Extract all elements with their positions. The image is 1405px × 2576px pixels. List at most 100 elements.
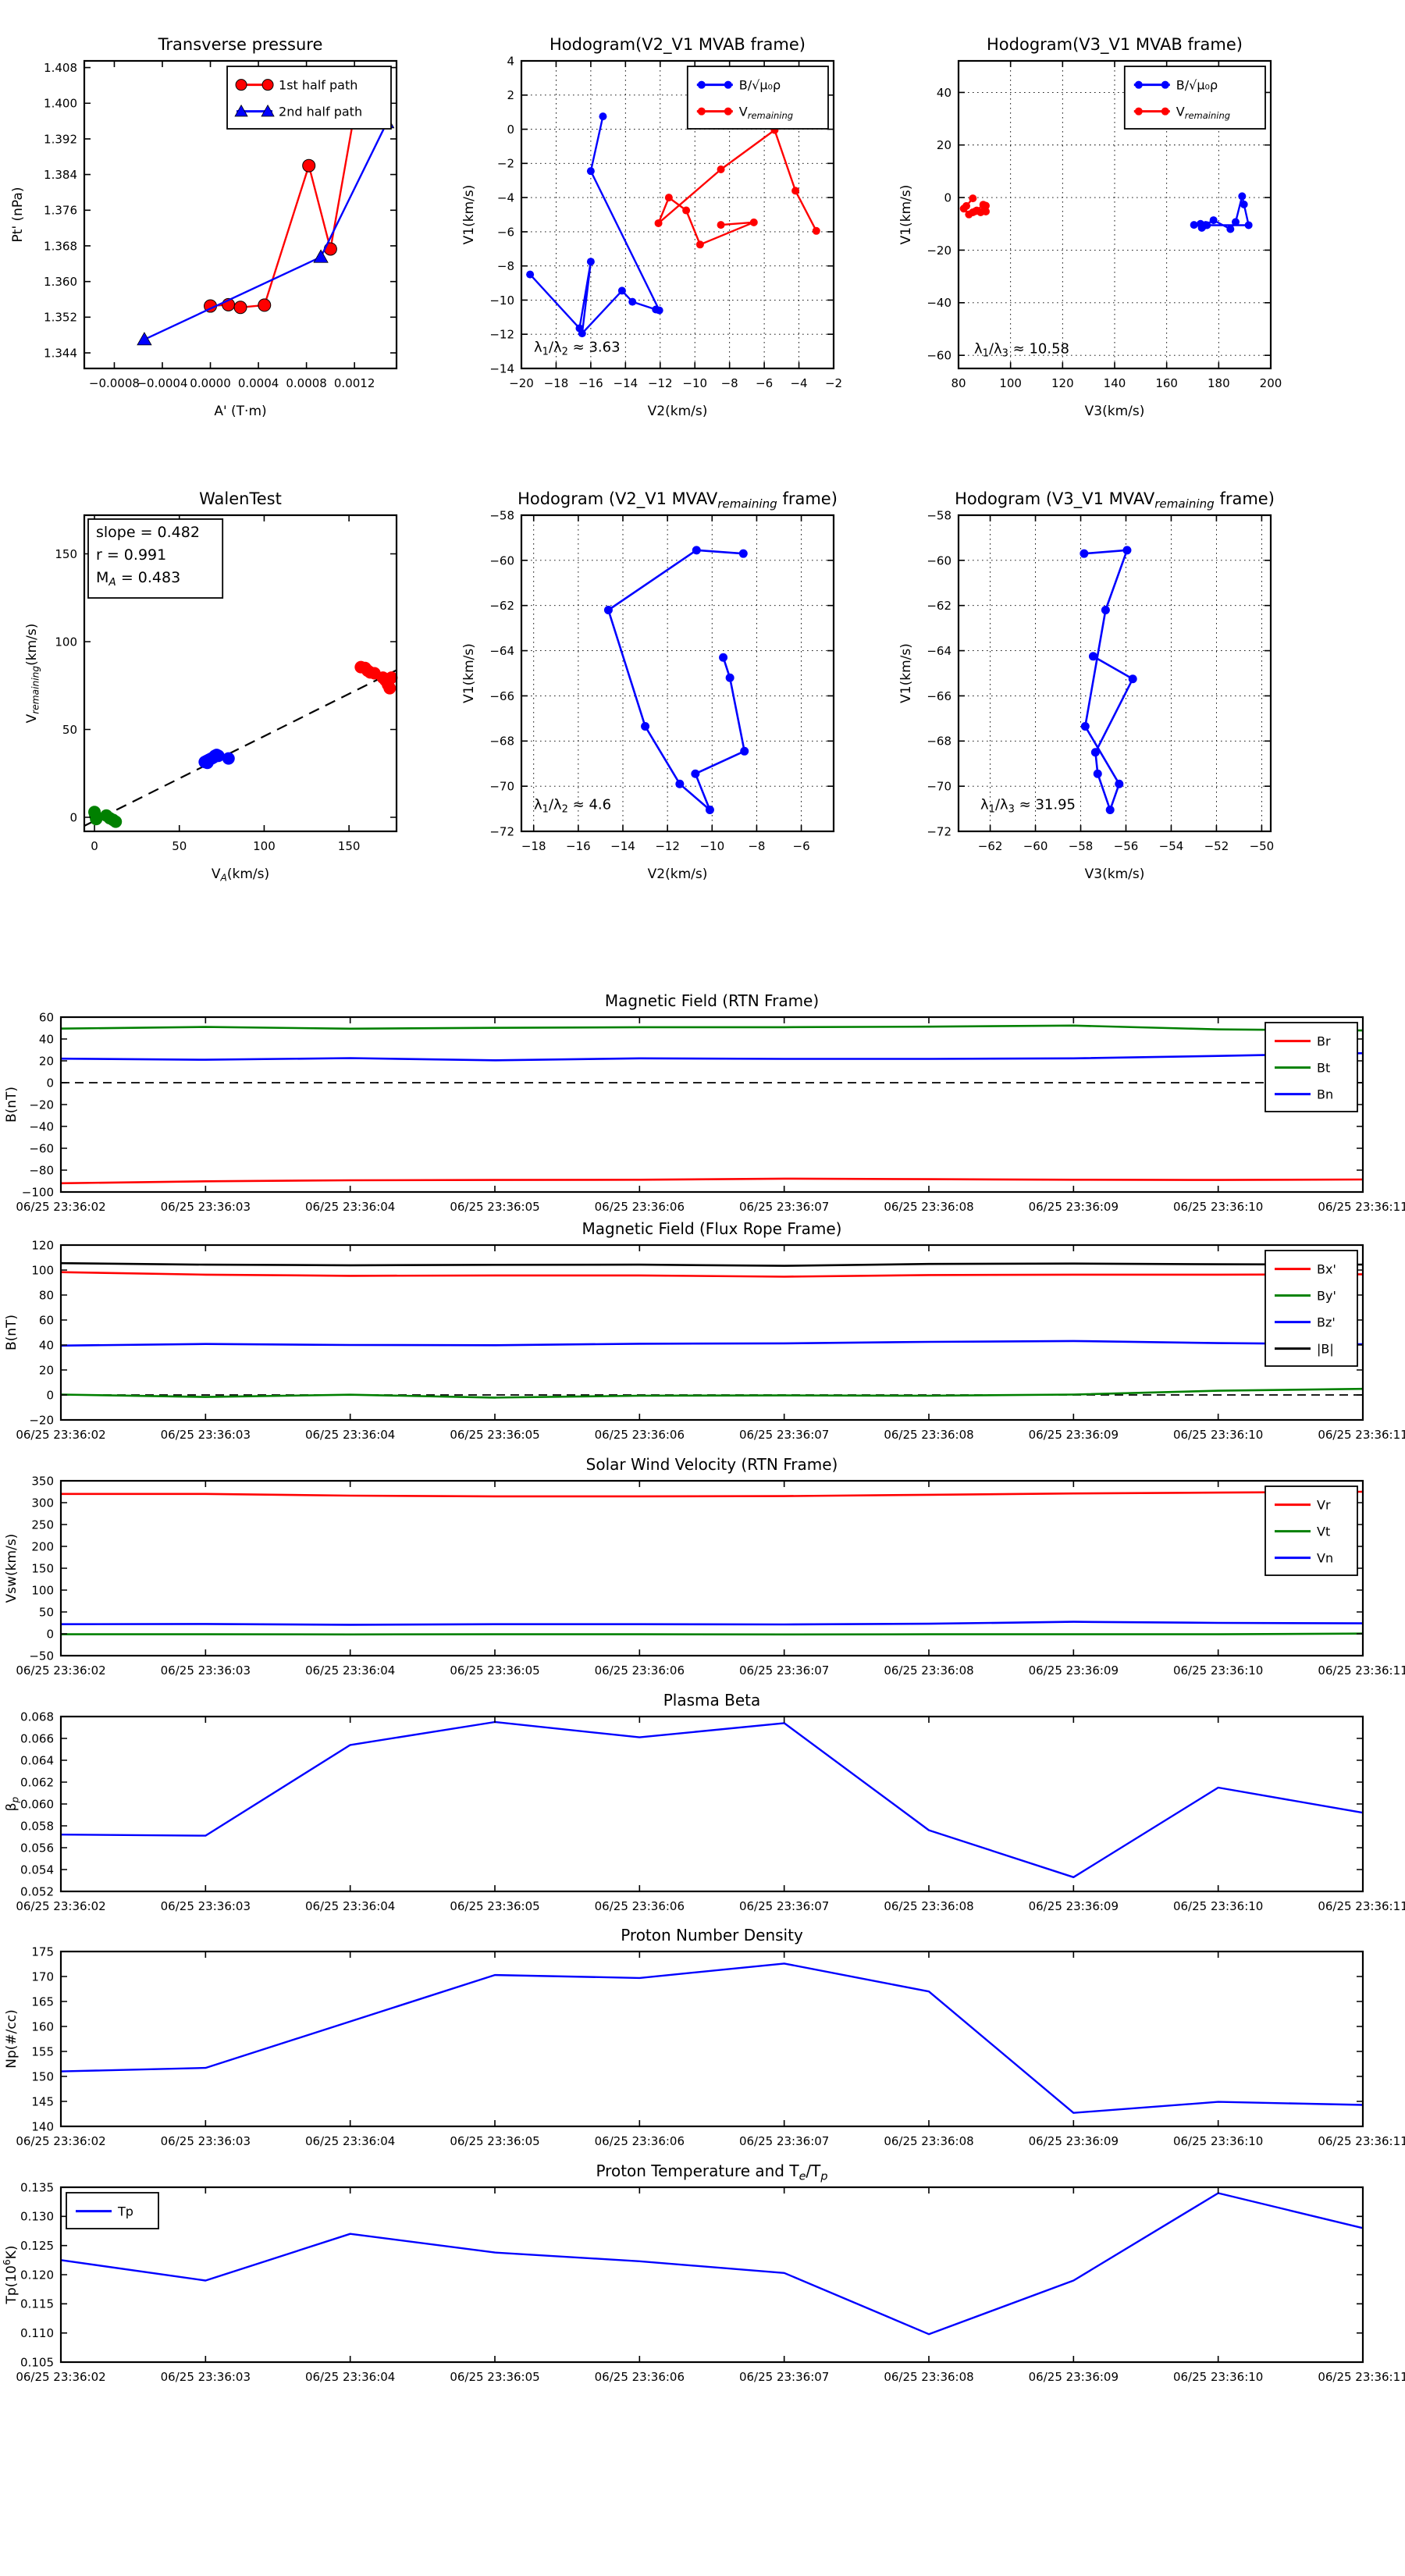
x-tick-label: 06/25 23:36:08 (884, 1899, 973, 1913)
lambda-annotation: λ1/λ2 ≈ 4.6 (534, 797, 611, 816)
x-tick-label: −12 (655, 839, 680, 853)
y-tick-label: 1.400 (44, 97, 77, 111)
y-tick-label: 140 (31, 2119, 54, 2133)
y-tick-label: −68 (927, 735, 951, 749)
x-tick-label: 06/25 23:36:05 (450, 1899, 539, 1913)
x-tick-label: −16 (566, 839, 591, 853)
series-markers-B/sqrt(mu0 rho) (526, 112, 663, 338)
x-tick-label: 06/25 23:36:03 (161, 1200, 251, 1214)
y-tick-label: 0.135 (20, 2180, 54, 2194)
x-tick-label: −20 (509, 376, 534, 390)
lambda-annotation: λ1/λ3 ≈ 10.58 (974, 340, 1069, 359)
y-tick-label: −8 (497, 259, 514, 273)
series-V remaining (657, 129, 817, 246)
series-Bz' (60, 1340, 1364, 1347)
legend-label: B/√μ₀ρ (739, 77, 781, 92)
y-tick-label: 0.105 (20, 2355, 54, 2369)
axes-frame (520, 59, 835, 370)
y-tick-label: 250 (31, 1517, 54, 1532)
y-tick-label: 0.120 (20, 2268, 54, 2282)
x-tick-label: 06/25 23:36:05 (450, 1663, 539, 1678)
y-tick-label: −60 (927, 553, 951, 568)
x-axis-label: V2(km/s) (648, 404, 708, 419)
x-tick-label: 06/25 23:36:10 (1173, 1200, 1263, 1214)
axes-frame (59, 1479, 1364, 1657)
chart-title: Proton Temperature and Te/Tp (596, 2161, 827, 2183)
x-tick-label: −18 (544, 376, 569, 390)
y-tick-label: 0.058 (20, 1819, 54, 1833)
legend-label: Vremaining (739, 104, 793, 121)
y-tick-label: 40 (937, 86, 951, 100)
y-tick-label: 350 (31, 1474, 54, 1488)
x-tick-label: 06/25 23:36:04 (305, 2370, 395, 2384)
y-tick-label: 0.052 (20, 1884, 54, 1898)
series-markers-hodogram path (1080, 546, 1137, 815)
x-tick-label: 06/25 23:36:08 (884, 1200, 973, 1214)
y-tick-label: 150 (31, 1561, 54, 1575)
chart-proton_temperature: 06/25 23:36:02 06/25 23:36:03 06/25 23:36:… (2, 2161, 1405, 2384)
y-tick-label: −6 (497, 225, 514, 239)
chart-title: Plasma Beta (663, 1691, 761, 1710)
x-tick-label: 06/25 23:36:07 (739, 1200, 829, 1214)
y-tick-label: 0 (46, 1388, 54, 1402)
y-tick-label: 0.066 (20, 1731, 54, 1745)
x-tick-label: 120 (1051, 376, 1074, 390)
x-tick-label: 06/25 23:36:02 (16, 1200, 105, 1214)
legend-label: Vn (1317, 1550, 1333, 1565)
y-tick-label: −20 (29, 1098, 54, 1112)
x-tick-label: 200 (1260, 376, 1282, 390)
x-tick-label: 06/25 23:36:11 (1318, 1428, 1405, 1442)
y-tick-label: 200 (31, 1539, 54, 1553)
stats-line: r = 0.991 (96, 546, 166, 564)
legend-label: Vremaining (1176, 104, 1230, 121)
x-tick-label: 06/25 23:36:09 (1029, 1428, 1119, 1442)
y-axis-label: Vsw(km/s) (4, 1534, 20, 1603)
x-axis-label: V3(km/s) (1085, 866, 1145, 882)
x-tick-label: −10 (682, 376, 707, 390)
series-Tp (60, 2192, 1364, 2336)
legend-label: Br (1317, 1034, 1331, 1048)
y-tick-label: −70 (927, 780, 951, 794)
legend-label: Bn (1317, 1087, 1333, 1101)
legend-label: By' (1317, 1288, 1336, 1303)
y-tick-label: 0.130 (20, 2210, 54, 2224)
y-tick-label: 0.054 (20, 1863, 54, 1877)
axes-frame (957, 514, 1272, 833)
y-tick-label: −40 (927, 296, 951, 310)
y-tick-label: −100 (22, 1185, 54, 1199)
x-tick-label: 06/25 23:36:06 (595, 2370, 685, 2384)
x-tick-label: −14 (614, 376, 638, 390)
y-tick-label: −62 (927, 599, 951, 613)
x-tick-label: −56 (1114, 839, 1139, 853)
y-tick-label: 0.115 (20, 2297, 54, 2311)
y-tick-label: −50 (29, 1649, 54, 1663)
x-tick-label: 100 (999, 376, 1022, 390)
y-tick-label: −60 (29, 1141, 54, 1155)
x-tick-label: 06/25 23:36:03 (161, 1663, 251, 1678)
stats-box (87, 518, 224, 599)
y-tick-label: −66 (927, 689, 951, 703)
y-tick-label: −58 (927, 508, 951, 522)
x-tick-label: 06/25 23:36:07 (739, 1663, 829, 1678)
y-tick-label: 120 (31, 1238, 54, 1252)
legend-label: Tp (117, 2204, 133, 2218)
x-tick-label: 06/25 23:36:06 (595, 1200, 685, 1214)
y-tick-label: 0.068 (20, 1710, 54, 1724)
x-tick-label: 06/25 23:36:07 (739, 1899, 829, 1913)
x-tick-label: 06/25 23:36:06 (595, 1899, 685, 1913)
series-Np (60, 1962, 1364, 2114)
legend: B/√μ₀ρ Vremaining (1123, 66, 1266, 130)
y-tick-label: 80 (39, 1288, 54, 1302)
legend-label: |B| (1317, 1341, 1334, 1356)
y-tick-label: −4 (497, 191, 514, 205)
x-tick-label: 160 (1155, 376, 1178, 390)
y-axis-label: Vremaining(km/s) (24, 624, 41, 724)
x-tick-label: 06/25 23:36:05 (450, 2370, 539, 2384)
y-axis-label: V1(km/s) (898, 643, 914, 703)
x-axis-label: V3(km/s) (1085, 404, 1145, 419)
x-tick-label: 06/25 23:36:10 (1173, 1663, 1263, 1678)
x-tick-label: −18 (521, 839, 546, 853)
y-tick-label: −80 (29, 1163, 54, 1177)
x-tick-label: 06/25 23:36:11 (1318, 1899, 1405, 1913)
x-tick-label: 0.0008 (286, 376, 327, 390)
